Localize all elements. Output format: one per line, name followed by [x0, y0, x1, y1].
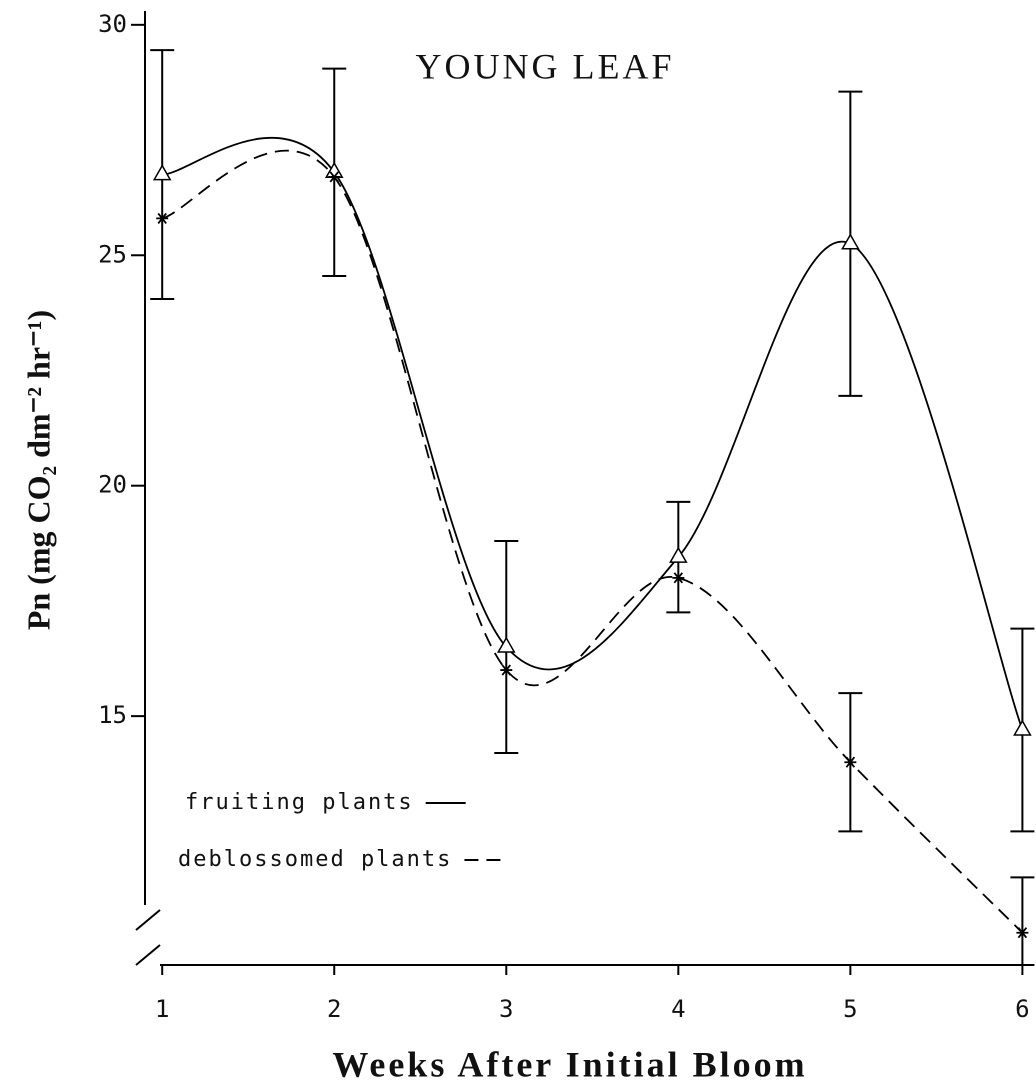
y-tick-label: 25: [98, 240, 127, 268]
axis-break: [135, 944, 161, 966]
x-tick-label: 3: [499, 995, 513, 1023]
marker: [672, 572, 685, 584]
error-bar: [1010, 876, 1035, 966]
y-tick-label: 30: [98, 10, 127, 38]
marker: [844, 756, 857, 768]
x-tick-label: 2: [327, 995, 341, 1023]
legend-label: deblossomed plants: [178, 847, 452, 872]
x-tick-label: 5: [843, 995, 857, 1023]
marker: [328, 171, 341, 183]
marker: [156, 212, 169, 224]
x-axis-label: Weeks After Initial Bloom: [332, 1044, 807, 1084]
marker: [1016, 927, 1029, 939]
axis-break: [135, 909, 161, 931]
legend-label: fruiting plants: [185, 790, 414, 815]
marker: [1013, 719, 1032, 736]
marker: [669, 546, 688, 563]
chart-title: YOUNG LEAF: [416, 46, 675, 86]
series-line: [161, 149, 1024, 934]
y-tick-label: 20: [98, 471, 127, 499]
x-tick-label: 4: [671, 995, 685, 1023]
x-tick-label: 6: [1015, 995, 1029, 1023]
marker: [500, 664, 513, 676]
series-line: [162, 136, 1024, 731]
marker: [496, 636, 516, 653]
y-tick-label: 15: [98, 701, 127, 729]
marker: [152, 164, 172, 181]
x-tick-label: 1: [155, 995, 169, 1023]
marker: [841, 233, 860, 250]
y-axis-label: Pn (mg CO₂ dm⁻² hr⁻¹): [20, 310, 56, 630]
